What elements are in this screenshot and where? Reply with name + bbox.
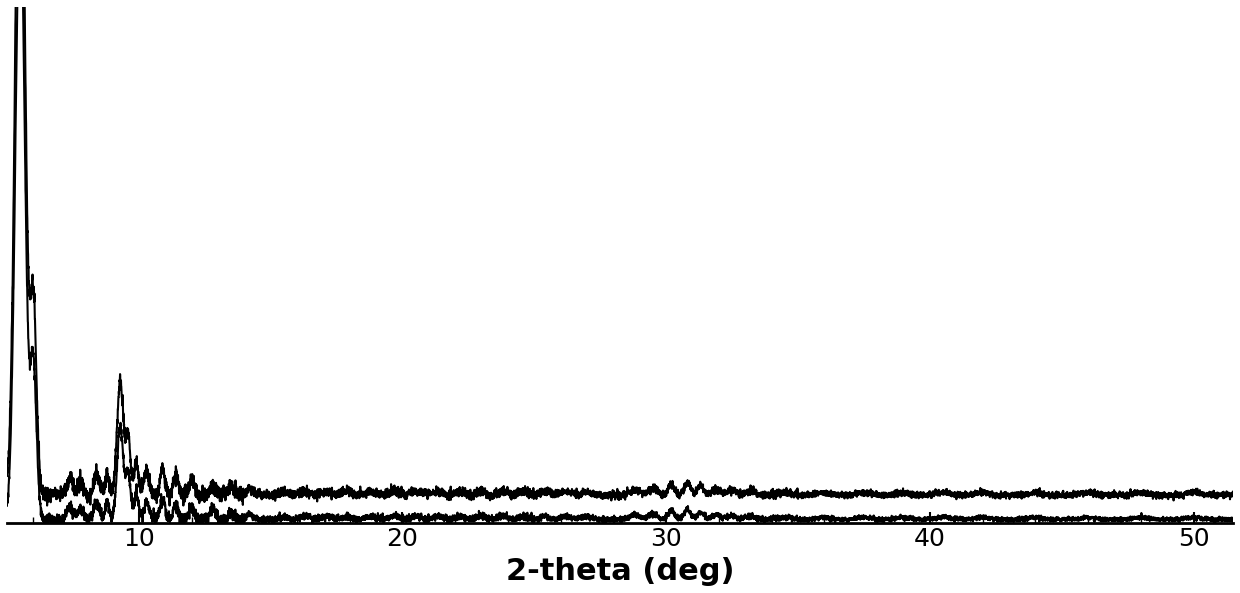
X-axis label: 2-theta (deg): 2-theta (deg) (506, 557, 734, 586)
